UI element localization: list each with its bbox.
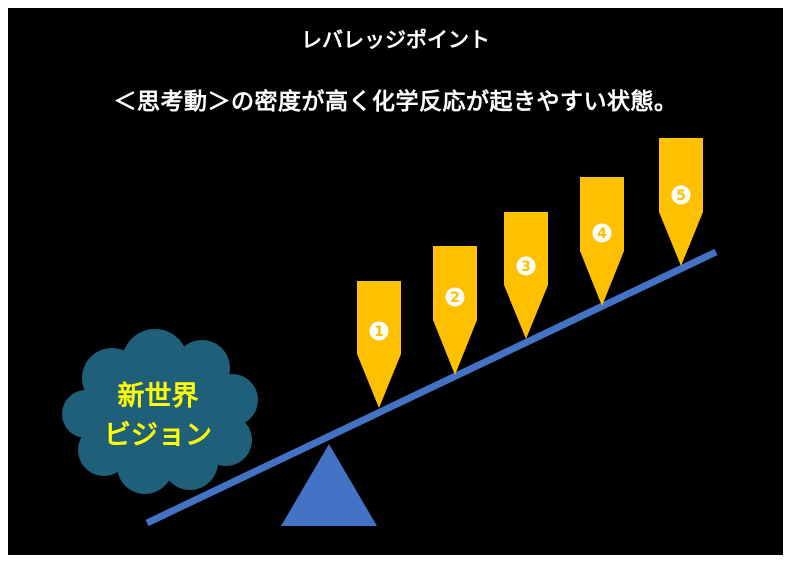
arrow-2-number: 2 bbox=[450, 290, 460, 306]
slide-subtitle: ＜思考動＞の密度が高く化学反応が起きやすい状態。 bbox=[113, 89, 678, 115]
arrow-5: 5 bbox=[659, 138, 703, 266]
cloud-text-line1: 新世界 bbox=[118, 380, 199, 412]
lever-bar bbox=[145, 248, 718, 527]
arrow-4-number: 4 bbox=[597, 226, 607, 242]
slide-title: レバレッジポイント bbox=[301, 28, 490, 52]
fulcrum-triangle bbox=[281, 444, 377, 526]
arrow-1-number: 1 bbox=[374, 324, 384, 340]
arrow-4: 4 bbox=[580, 177, 624, 306]
arrow-1: 1 bbox=[357, 281, 401, 408]
arrow-2: 2 bbox=[433, 246, 477, 375]
arrow-5-number: 5 bbox=[676, 188, 686, 204]
cloud-shape bbox=[62, 329, 258, 494]
arrow-3: 3 bbox=[504, 212, 548, 339]
cloud-text-line2: ビジョン bbox=[104, 420, 212, 451]
arrow-3-number: 3 bbox=[521, 259, 531, 275]
